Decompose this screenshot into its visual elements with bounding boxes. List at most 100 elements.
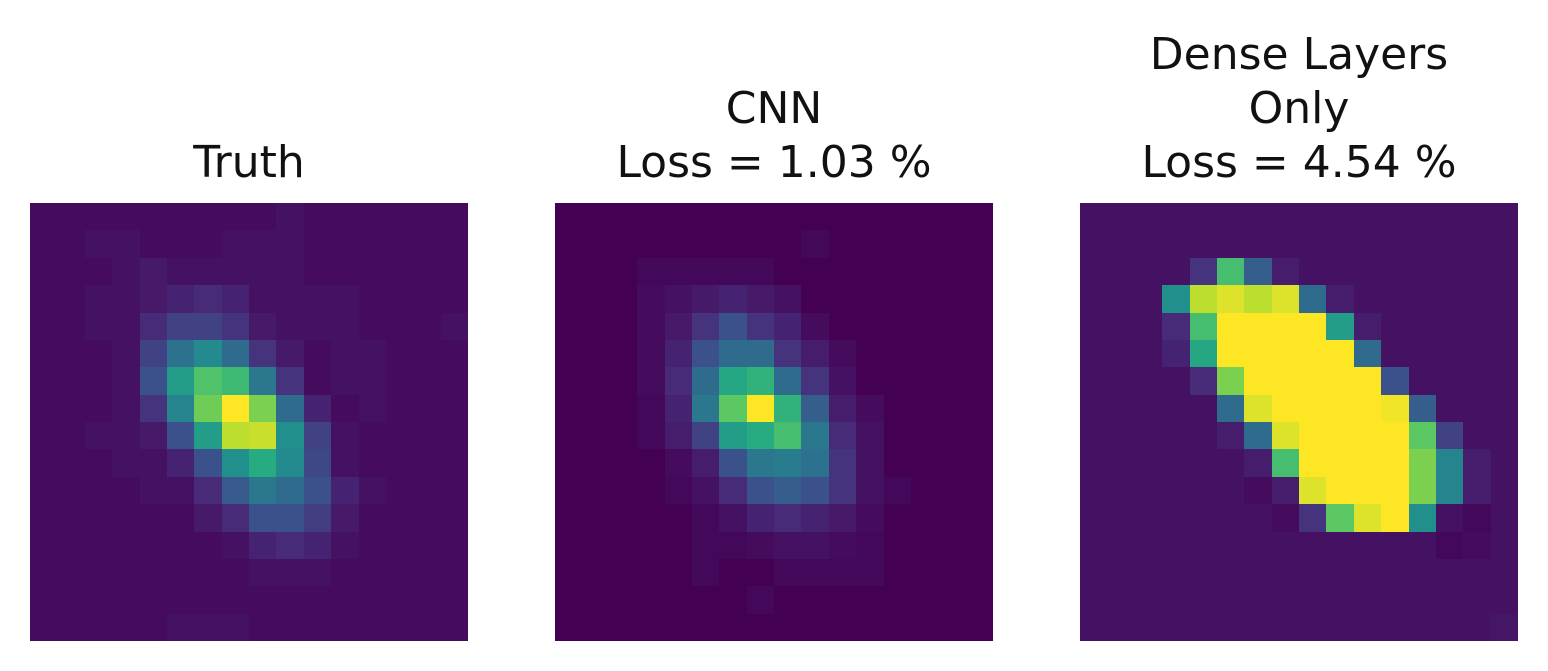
heatmap-cell — [801, 339, 829, 368]
heatmap-cell — [1216, 257, 1245, 286]
heatmap-cell — [1080, 613, 1108, 641]
heatmap-cell — [331, 558, 359, 587]
heatmap-cell — [112, 531, 140, 559]
heatmap-cell — [358, 339, 386, 368]
heatmap-cell — [1463, 476, 1491, 505]
heatmap-cell — [938, 257, 966, 286]
heatmap-cell — [276, 203, 304, 231]
heatmap-cell — [249, 422, 277, 450]
heatmap-cell — [883, 394, 911, 422]
heatmap-cell — [910, 367, 939, 395]
heatmap-cell — [1080, 339, 1108, 368]
heatmap-cell — [30, 558, 58, 587]
heatmap-cell — [1216, 504, 1245, 532]
heatmap-cell — [139, 422, 167, 450]
panel-title-truth: Truth — [193, 137, 305, 188]
heatmap-cell — [440, 531, 468, 559]
heatmap-cell — [1107, 203, 1135, 231]
heatmap-cell — [1408, 476, 1436, 505]
heatmap-cell — [331, 285, 359, 313]
heatmap-cell — [1435, 257, 1464, 286]
heatmap-cell — [774, 203, 802, 231]
heatmap-cell — [440, 257, 468, 286]
heatmap-cell — [1080, 285, 1108, 313]
heatmap-cell — [139, 203, 167, 231]
heatmap-cell — [801, 422, 829, 450]
heatmap-cell — [1408, 613, 1436, 641]
heatmap-cell — [774, 367, 802, 395]
heatmap-cell — [1408, 312, 1436, 340]
heatmap-cell — [276, 394, 304, 422]
heatmap-cell — [221, 586, 249, 614]
heatmap-cell — [1107, 613, 1135, 641]
heatmap-cell — [1408, 531, 1436, 559]
heatmap-cell — [1134, 230, 1163, 258]
heatmap-cell — [1408, 449, 1436, 477]
heatmap-cell — [1271, 476, 1299, 505]
heatmap-cell — [555, 367, 583, 395]
heatmap-cell — [358, 449, 386, 477]
heatmap-cell — [664, 586, 692, 614]
heatmap-cell — [883, 257, 911, 286]
heatmap-cell — [1271, 422, 1299, 450]
heatmap-truth — [30, 203, 468, 641]
heatmap-cell — [1080, 257, 1108, 286]
heatmap-cell — [1463, 257, 1491, 286]
heatmap-cell — [719, 476, 747, 505]
heatmap-cell — [774, 422, 802, 450]
heatmap-cell — [221, 203, 249, 231]
heatmap-cell — [303, 558, 332, 587]
heatmap-cell — [883, 367, 911, 395]
heatmap-cell — [221, 339, 249, 368]
heatmap-cell — [1271, 394, 1299, 422]
heatmap-cell — [276, 476, 304, 505]
heatmap-cell — [331, 312, 359, 340]
heatmap-cell — [1353, 339, 1382, 368]
heatmap-cell — [1490, 339, 1518, 368]
heatmap-cell — [1381, 504, 1409, 532]
heatmap-cell — [582, 422, 610, 450]
heatmap-cell — [440, 394, 468, 422]
heatmap-cell — [774, 230, 802, 258]
heatmap-cell — [139, 531, 167, 559]
heatmap-cell — [57, 422, 85, 450]
heatmap-cell — [664, 257, 692, 286]
heatmap-cell — [1463, 531, 1491, 559]
heatmap-cell — [139, 586, 167, 614]
heatmap-cell — [1353, 476, 1382, 505]
heatmap-cell — [249, 230, 277, 258]
heatmap-cell — [112, 285, 140, 313]
heatmap-cell — [1353, 449, 1382, 477]
heatmap-cell — [856, 531, 884, 559]
heatmap-cell — [1271, 531, 1299, 559]
heatmap-cell — [1134, 504, 1163, 532]
heatmap-cell — [828, 476, 857, 505]
heatmap-cell — [112, 422, 140, 450]
heatmap-cell — [1353, 613, 1382, 641]
heatmap-cell — [1134, 257, 1163, 286]
heatmap-cell — [719, 449, 747, 477]
heatmap-cell — [276, 504, 304, 532]
heatmap-cell — [719, 394, 747, 422]
heatmap-cell — [194, 422, 222, 450]
heatmap-cell — [194, 558, 222, 587]
heatmap-cell — [112, 504, 140, 532]
heatmap-cell — [1162, 203, 1190, 231]
heatmap-cell — [691, 422, 720, 450]
heatmap-cell — [1299, 422, 1327, 450]
panel-title-dense: Dense Layers Only Loss = 4.54 % — [1141, 29, 1457, 188]
heatmap-cell — [331, 531, 359, 559]
heatmap-cell — [221, 394, 249, 422]
heatmap-cell — [166, 312, 195, 340]
heatmap-cell — [385, 339, 414, 368]
heatmap-cell — [883, 449, 911, 477]
heatmap-cell — [1381, 230, 1409, 258]
heatmap-cell — [1435, 203, 1464, 231]
heatmap-cell — [965, 586, 993, 614]
heatmap-cell — [1326, 312, 1354, 340]
heatmap-cell — [828, 558, 857, 587]
heatmap-cell — [1162, 531, 1190, 559]
heatmap-cell — [57, 285, 85, 313]
heatmap-cell — [413, 203, 441, 231]
heatmap-cell — [57, 312, 85, 340]
